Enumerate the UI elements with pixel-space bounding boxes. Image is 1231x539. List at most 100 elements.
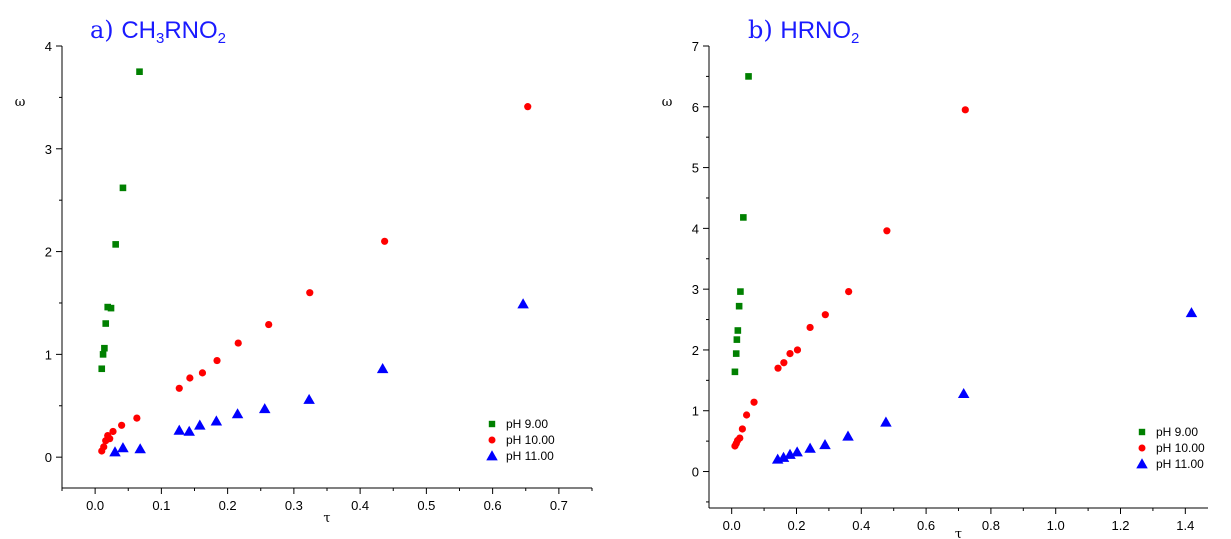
data-point [1185,307,1198,318]
data-point [740,214,747,221]
title-formula-part: HRNO [780,17,851,44]
data-point [819,439,831,450]
series-square [98,68,143,373]
y-tick-label: 4 [45,39,52,54]
data-point [109,427,117,436]
data-point [733,336,741,343]
legend-marker [488,420,496,428]
data-point [736,434,744,442]
series-triangle [109,298,529,457]
data-point [234,339,242,347]
y-tick-label: 1 [45,347,52,362]
data-point [258,403,271,414]
x-tick-label: 1.4 [1176,518,1194,533]
data-point [306,289,314,297]
legend-label: pH 9.00 [1156,425,1198,439]
y-axis-label: ω [15,95,26,110]
data-point [133,414,141,422]
legend-marker [1136,458,1148,469]
data-point [134,443,146,454]
x-tick-label: 0.6 [484,498,502,513]
data-point [99,351,107,358]
data-point [745,73,752,80]
data-point [961,106,969,114]
title-formula-part: CH [121,17,156,44]
x-tick-label: 1.0 [1047,518,1065,533]
data-point [845,287,853,296]
x-tick-label: 0.4 [351,498,369,513]
data-point [777,451,790,462]
data-point [102,320,110,327]
y-tick-label: 4 [692,221,699,236]
legend: pH 9.00 pH 10.00 pH 11.00 [486,417,555,463]
data-point [210,415,223,426]
data-point [883,227,891,235]
title-subscript: 3 [156,30,164,47]
legend-label: pH 9.00 [506,417,548,431]
data-point [517,298,529,309]
data-point [842,430,854,441]
data-point [821,311,829,319]
data-point [101,344,108,352]
data-point [735,302,743,310]
x-tick-label: 0.2 [219,498,237,513]
data-point [173,424,186,435]
title-prefix: a) [90,16,121,44]
data-point [732,350,740,357]
y-tick-label: 2 [45,245,52,260]
data-point [786,349,794,358]
panel-title: b) HRNO2 [748,16,859,47]
data-point [376,363,389,374]
data-point [303,393,315,404]
data-point [136,68,143,75]
x-tick-label: 0.2 [787,518,805,533]
y-tick-label: 5 [692,161,699,176]
data-point [186,374,194,382]
data-point [265,320,273,329]
x-axis-label: τ [955,527,962,539]
data-point [213,356,221,365]
data-point [731,368,739,376]
data-point [100,443,108,451]
legend-label: pH 11.00 [1156,457,1204,471]
data-point [742,411,751,419]
x-tick-label: 0.5 [417,498,435,513]
legend-marker [1138,444,1146,452]
legend: pH 9.00 pH 10.00 pH 11.00 [1136,425,1205,471]
series-circle [98,103,532,455]
y-tick-label: 0 [45,450,52,465]
y-axis-label: ω [662,95,673,110]
y-tick-label: 3 [692,282,699,297]
data-point [734,327,742,334]
title-formula-part: RNO [164,17,217,44]
legend-marker [486,450,498,461]
x-tick-label: 0.8 [982,518,1000,533]
data-point [957,387,970,399]
data-point [183,425,195,436]
x-tick-label: 0.3 [285,498,303,513]
x-tick-label: 0.4 [852,518,870,533]
data-point [119,184,127,192]
series-circle [731,106,969,450]
data-point [774,364,782,372]
data-point [750,398,758,406]
series-triangle [771,307,1198,464]
data-point [806,323,814,332]
legend-label: pH 11.00 [506,449,554,463]
data-point [98,365,106,373]
panel-title: a) CH3RNO2 [90,16,226,47]
data-point [118,421,126,429]
data-point [194,419,206,430]
legend-marker [1138,428,1146,436]
data-point [106,435,114,443]
data-point [175,384,183,392]
legend-marker [488,436,496,444]
data-point [198,369,207,377]
data-point [793,346,802,354]
data-point [780,359,788,367]
data-point [117,442,129,453]
title-prefix: b) [748,16,780,44]
